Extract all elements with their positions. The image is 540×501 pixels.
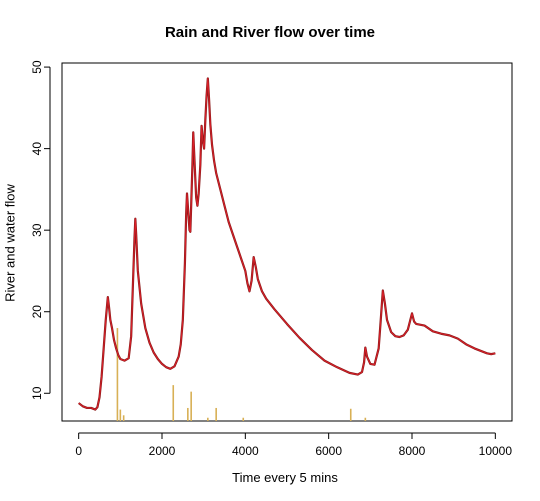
river-flow-path-highlight — [78, 78, 496, 411]
y-tick-label: 40 — [30, 142, 44, 156]
x-tick-label: 0 — [75, 444, 82, 458]
x-tick-label: 10000 — [479, 444, 513, 458]
x-tick-label: 6000 — [315, 444, 342, 458]
rain-bars — [116, 328, 367, 421]
y-tick-label: 30 — [30, 223, 44, 237]
x-tick-label: 8000 — [399, 444, 426, 458]
river-flow-path — [77, 77, 496, 411]
y-tick-label: 20 — [30, 305, 44, 319]
y-tick-label: 10 — [30, 386, 44, 400]
plot-frame — [61, 62, 513, 422]
river-flow-line — [77, 77, 496, 411]
x-axis: 0 2000 4000 6000 8000 10000 — [75, 432, 513, 458]
x-tick-label: 4000 — [232, 444, 259, 458]
x-tick-label: 2000 — [149, 444, 176, 458]
y-axis: 10 20 30 40 50 — [30, 60, 51, 400]
chart-title: Rain and River flow over time — [164, 24, 376, 41]
y-tick-label: 50 — [30, 60, 44, 74]
x-axis-label: Time every 5 mins — [232, 470, 338, 485]
